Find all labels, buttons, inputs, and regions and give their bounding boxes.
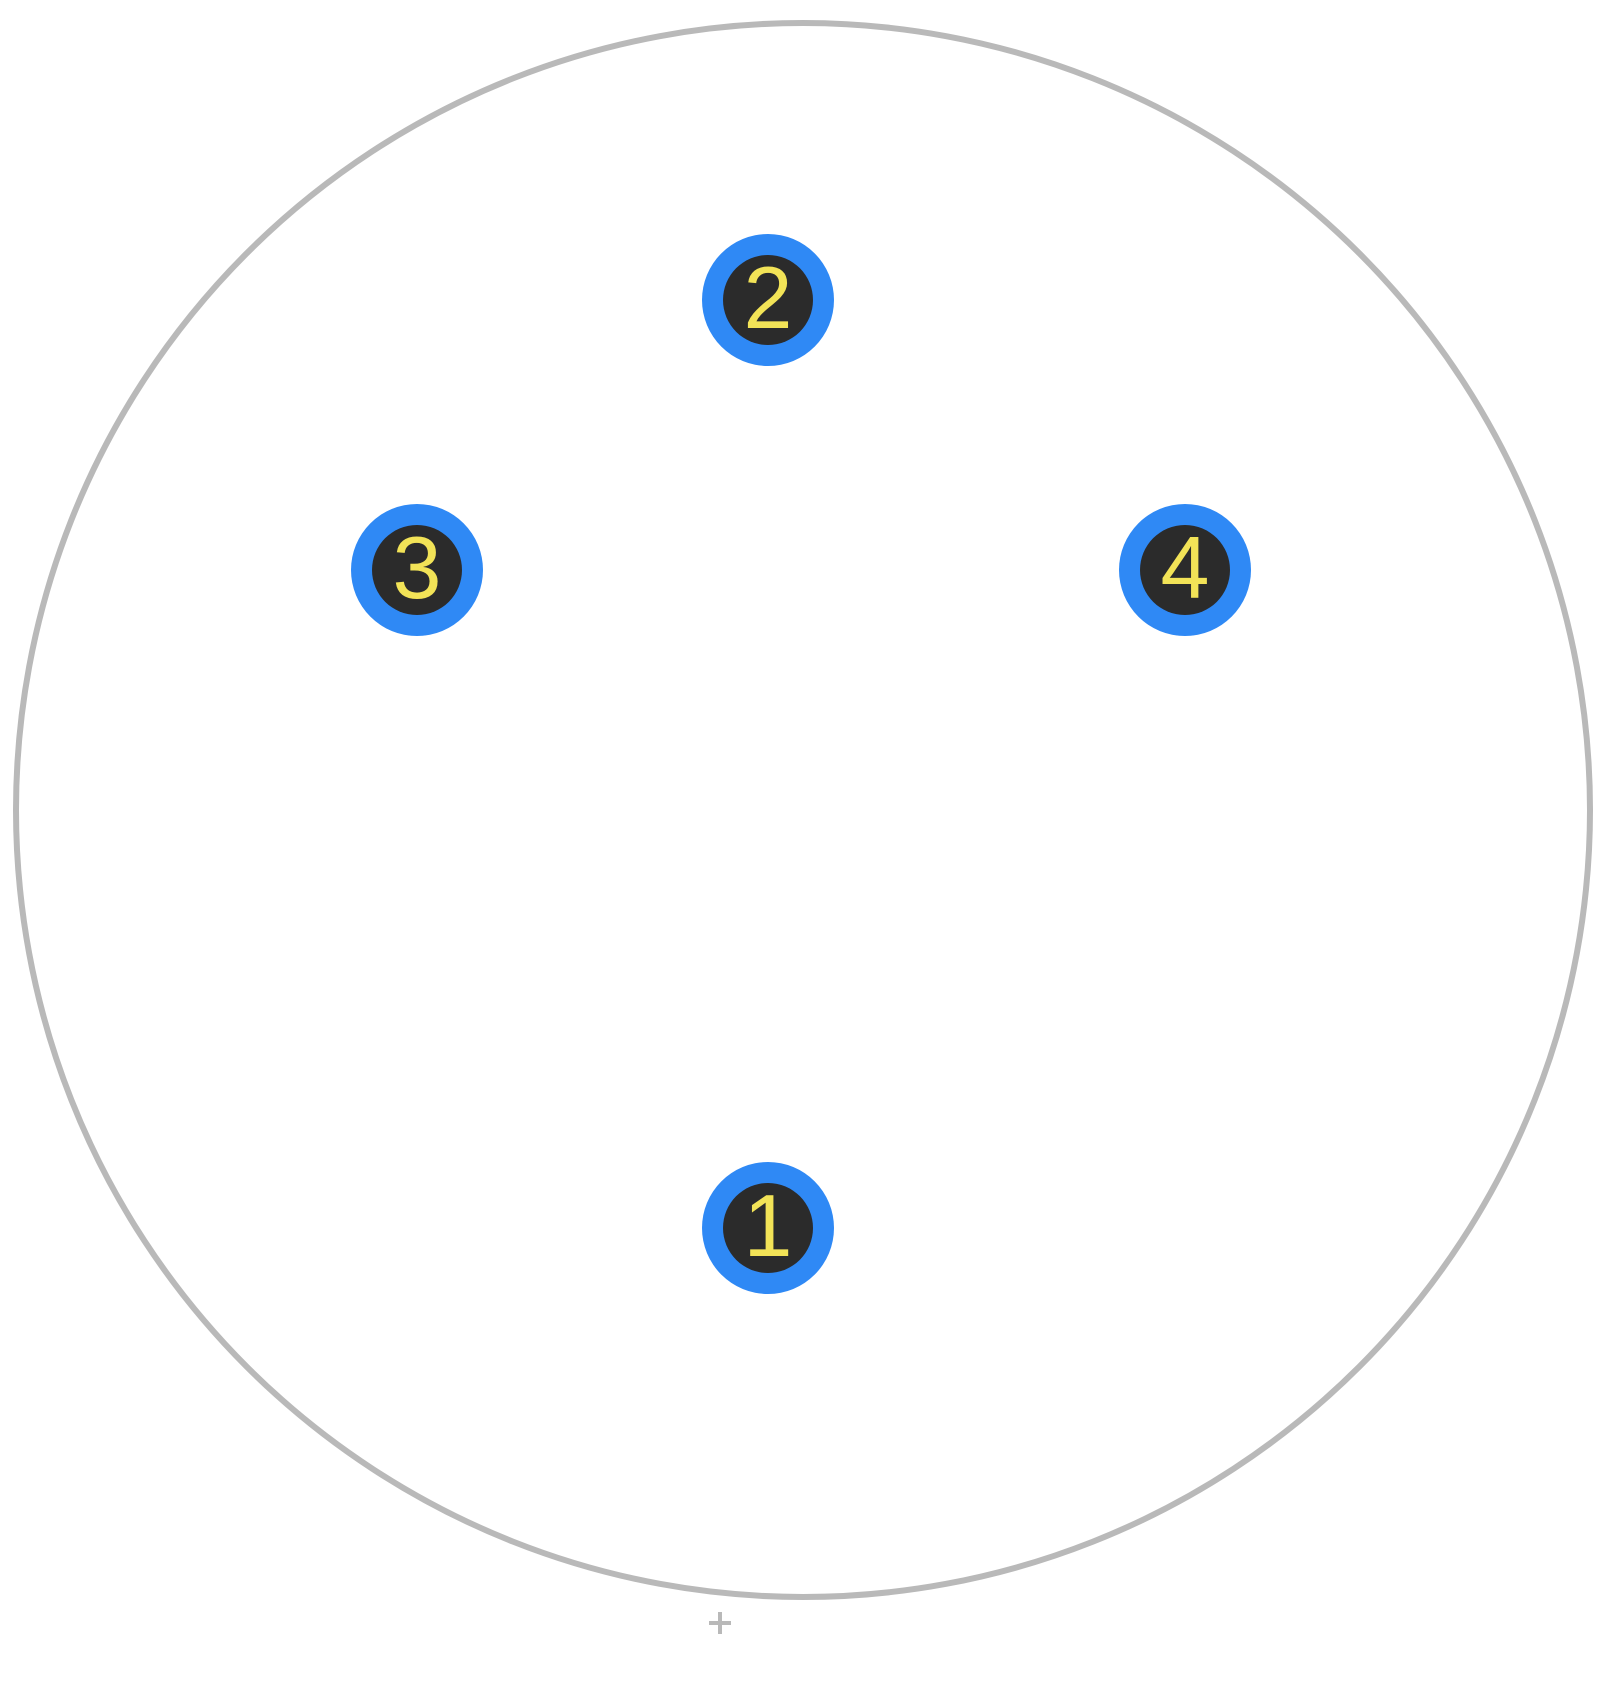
- pad-label-4: 4: [1161, 524, 1210, 612]
- origin-marker-icon: [709, 1612, 731, 1634]
- pad-3: 3: [351, 504, 483, 636]
- pad-label-3: 3: [393, 524, 442, 612]
- pad-label-2: 2: [744, 254, 793, 342]
- pad-2: 2: [702, 234, 834, 366]
- pad-4: 4: [1119, 504, 1251, 636]
- footprint-stage: 1 2 3 4: [0, 0, 1607, 1683]
- pad-1: 1: [702, 1162, 834, 1294]
- pad-label-1: 1: [744, 1182, 793, 1270]
